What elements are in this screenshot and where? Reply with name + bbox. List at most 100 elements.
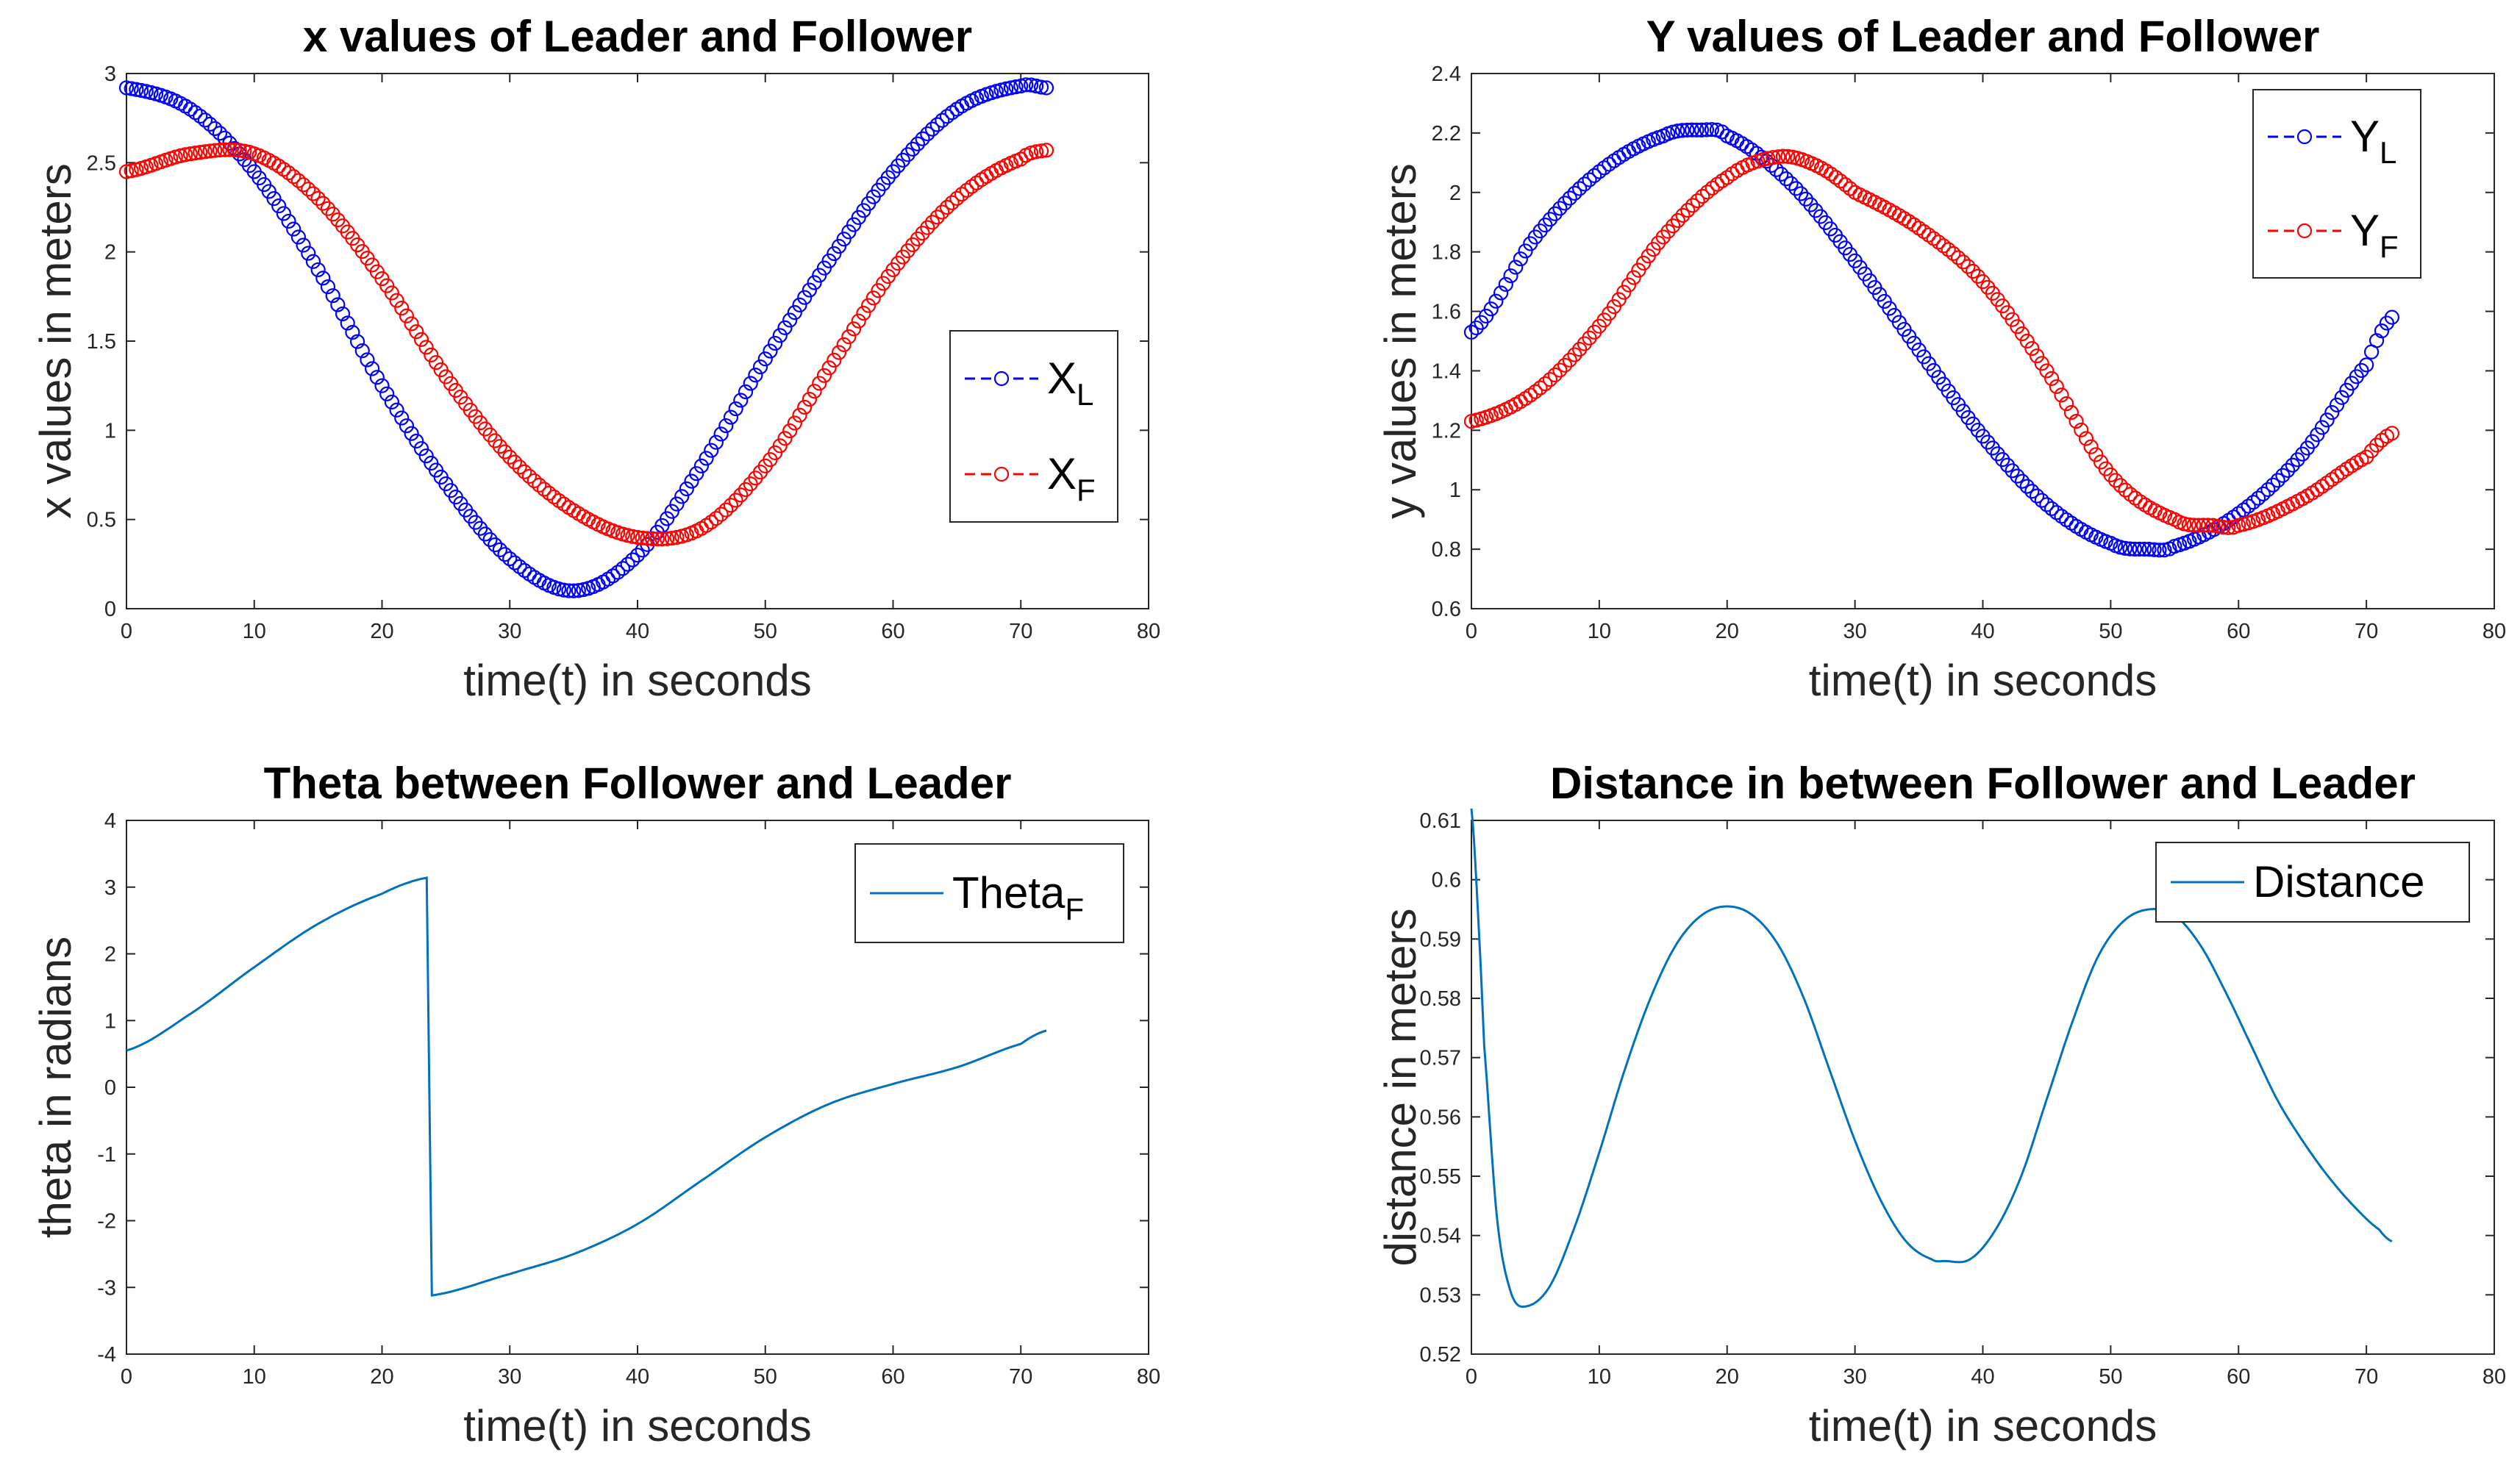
data-point xyxy=(2019,333,2035,349)
data-point xyxy=(2039,363,2055,379)
data-point xyxy=(1572,181,1588,196)
data-point xyxy=(2074,422,2089,438)
data-point xyxy=(1567,347,1582,362)
data-point xyxy=(787,415,802,431)
data-point xyxy=(728,493,743,508)
data-point xyxy=(935,112,950,128)
data-point xyxy=(296,177,311,193)
data-point xyxy=(124,81,139,96)
legend-label: YL xyxy=(2350,112,2396,170)
data-point xyxy=(133,82,149,99)
data-point xyxy=(482,532,498,548)
data-point xyxy=(669,496,685,512)
data-point xyxy=(905,141,921,157)
data-point xyxy=(625,529,640,544)
data-point xyxy=(2054,387,2069,403)
data-point xyxy=(2049,379,2064,395)
data-point xyxy=(924,121,940,137)
data-point xyxy=(939,199,955,215)
y-tick-label: 4 xyxy=(104,809,116,833)
data-point xyxy=(821,360,837,376)
data-point xyxy=(782,423,798,439)
data-point xyxy=(389,293,404,308)
chart-title: Theta between Follower and Leader xyxy=(264,759,1012,808)
data-point xyxy=(118,164,135,179)
y-tick-label: 0.5 xyxy=(87,509,116,532)
data-point xyxy=(2221,520,2236,535)
data-point xyxy=(365,361,380,376)
data-point xyxy=(841,329,857,345)
y-tick-label: 0.53 xyxy=(1420,1284,1461,1307)
data-point xyxy=(1775,148,1791,164)
data-point xyxy=(546,489,562,505)
x-tick-label: 60 xyxy=(881,620,904,643)
x-tick-label: 70 xyxy=(2355,1365,2378,1389)
data-point xyxy=(1582,172,1597,187)
legend-label: ThetaF xyxy=(952,868,1084,926)
data-point xyxy=(1483,301,1499,317)
data-point xyxy=(856,305,871,321)
data-point xyxy=(910,136,926,151)
data-point xyxy=(860,298,877,313)
series-theta-f xyxy=(126,876,1047,1297)
x-tick-label: 40 xyxy=(626,620,649,643)
data-point xyxy=(649,532,665,547)
data-point xyxy=(566,583,582,598)
data-point xyxy=(1970,268,1985,284)
data-point xyxy=(2029,348,2045,364)
data-point xyxy=(271,198,287,214)
data-point xyxy=(1493,285,1509,301)
data-point xyxy=(541,485,557,501)
data-point xyxy=(812,268,827,283)
data-point xyxy=(640,531,655,546)
x-tick-label: 0 xyxy=(1466,620,1477,643)
data-point xyxy=(497,547,513,562)
data-point xyxy=(2141,542,2157,557)
data-point xyxy=(428,354,444,371)
data-point xyxy=(315,271,331,286)
data-point xyxy=(782,312,798,328)
data-point xyxy=(2019,479,2035,494)
y-tick-label: 0.54 xyxy=(1420,1225,1461,1248)
data-point xyxy=(1038,143,1054,158)
legend: Distance xyxy=(2155,842,2470,923)
chart-4: 0 10 20 30 40 50 60 70 80 0.52 0.53 0.54 0.55 0.56 0.5… xyxy=(1376,759,2506,1450)
data-point xyxy=(1685,198,1701,213)
data-point xyxy=(610,565,626,580)
data-point xyxy=(718,502,734,518)
data-point xyxy=(2235,502,2252,518)
data-point xyxy=(2024,484,2040,499)
data-point xyxy=(772,328,788,343)
x-tick-label: 0 xyxy=(1466,1365,1477,1389)
y-tick-label: 0.6 xyxy=(1432,598,1461,621)
chart-3: 0 10 20 30 40 50 60 70 80 -4 -3 -2 -1 0 1 2 3 4 Theta betw… xyxy=(31,759,1160,1450)
data-point xyxy=(502,449,518,465)
data-point xyxy=(301,182,316,197)
y-tick-label: 1 xyxy=(104,419,116,443)
data-point xyxy=(2113,478,2128,493)
data-point xyxy=(2374,323,2390,339)
data-point xyxy=(369,370,385,385)
legend-swatch-marker xyxy=(2296,223,2313,239)
data-point xyxy=(193,108,208,124)
data-point xyxy=(2146,542,2162,557)
data-point xyxy=(1704,122,1719,137)
x-tick-label: 60 xyxy=(2227,620,2250,643)
data-point xyxy=(2324,472,2340,487)
data-point xyxy=(232,143,247,158)
data-point xyxy=(1013,78,1029,94)
legend-swatch-marker xyxy=(2296,129,2313,145)
data-point xyxy=(1523,387,1538,403)
y-tick-label: 2.4 xyxy=(1432,62,1461,86)
data-point xyxy=(1518,243,1533,259)
data-point xyxy=(964,179,979,194)
data-point xyxy=(1008,79,1024,95)
data-point xyxy=(1038,80,1054,96)
data-point xyxy=(1660,223,1676,239)
data-point xyxy=(349,334,365,349)
data-point xyxy=(723,498,739,513)
data-point xyxy=(2034,493,2049,508)
y-axis-label: distance in meters xyxy=(1376,909,1425,1267)
x-tick-label: 50 xyxy=(2099,1365,2122,1389)
data-point xyxy=(2044,501,2060,517)
